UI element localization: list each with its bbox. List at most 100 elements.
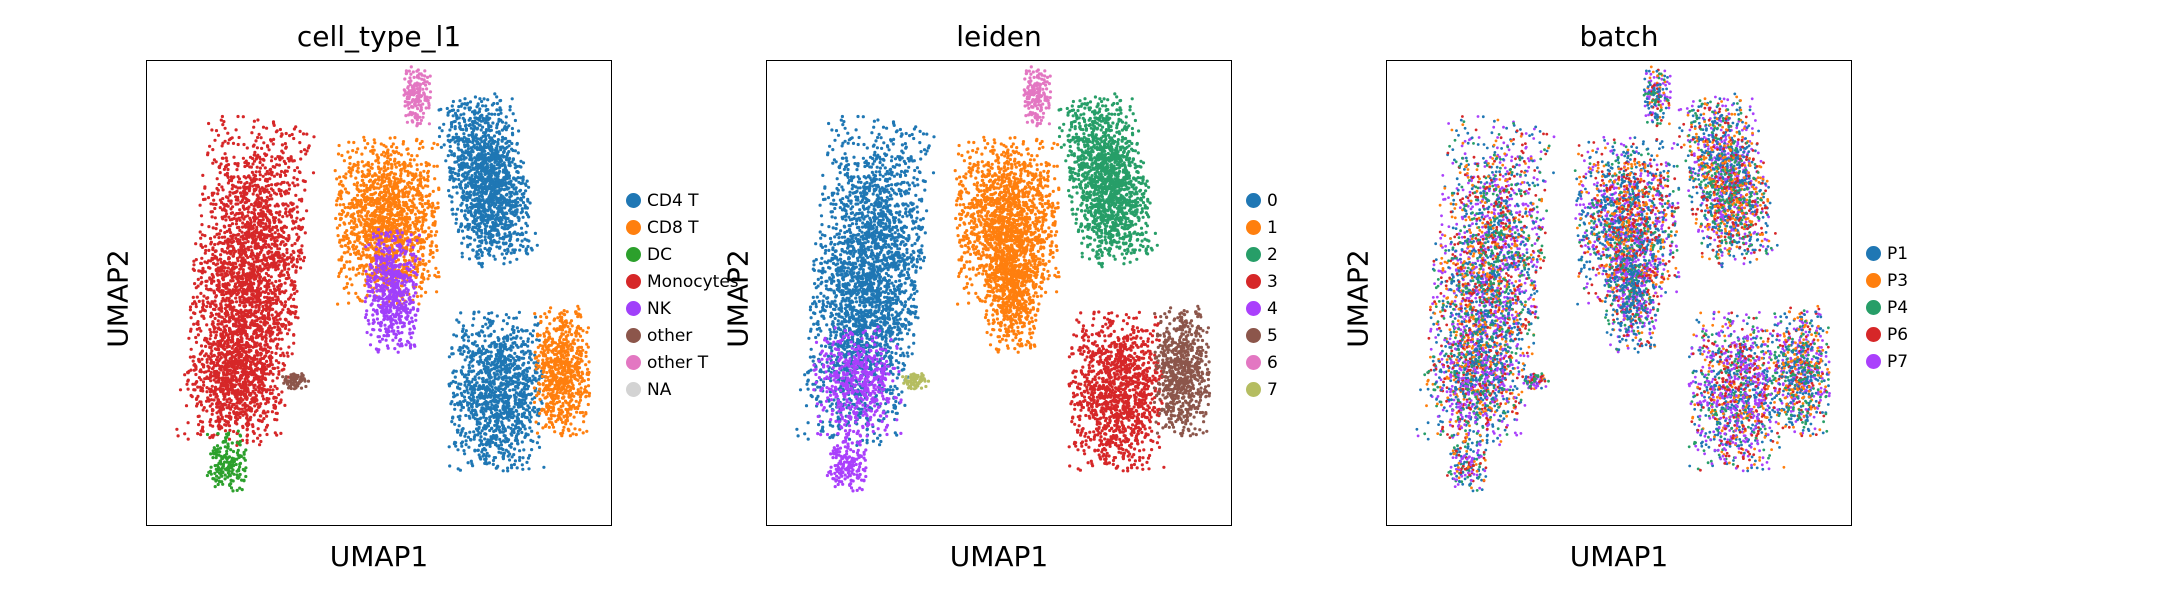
scatter-point (197, 299, 201, 303)
scatter-point (237, 216, 241, 220)
scatter-point (489, 190, 493, 194)
scatter-point (238, 303, 242, 307)
scatter-point (235, 451, 239, 455)
scatter-point (451, 99, 455, 104)
scatter-point (448, 140, 452, 144)
scatter-point (284, 242, 288, 246)
scatter-point (249, 165, 253, 169)
scatter-point (462, 157, 466, 161)
scatter-point (243, 458, 247, 462)
scatter-point (460, 209, 464, 213)
scatter-point (497, 166, 501, 170)
scatter-point (212, 433, 216, 437)
scatter-point (451, 212, 455, 216)
scatter-point (217, 165, 221, 169)
scatter-point (248, 401, 252, 405)
scatter-point (483, 172, 487, 176)
scatter-point (492, 134, 497, 138)
scatter-point (208, 393, 213, 397)
scatter-point (473, 197, 477, 201)
scatter-point (484, 240, 488, 244)
scatter-point (210, 349, 214, 353)
scatter-point (209, 472, 213, 476)
scatter-point (489, 173, 493, 177)
scatter-point (502, 262, 506, 266)
scatter-point (241, 221, 245, 225)
scatter-point (262, 188, 266, 192)
scatter-point (251, 257, 255, 261)
scatter-point (216, 405, 220, 409)
scatter-point (238, 332, 242, 336)
scatter-point (236, 344, 241, 348)
scatter-point (500, 128, 504, 132)
scatter-point (240, 230, 244, 234)
scatter-point (476, 228, 480, 232)
scatter-point (501, 135, 505, 139)
scatter-point (217, 409, 221, 413)
scatter-point (253, 329, 257, 333)
scatter-point (530, 248, 534, 252)
scatter-point (277, 163, 281, 167)
scatter-point (488, 240, 493, 244)
scatter-point (192, 388, 196, 392)
scatter-point (203, 336, 207, 340)
scatter-point (468, 242, 472, 246)
scatter-point (296, 210, 300, 214)
scatter-point (525, 179, 529, 183)
scatter-point (483, 235, 487, 239)
scatter-point (249, 282, 253, 286)
scatter-point (271, 188, 275, 192)
scatter-point (252, 413, 256, 417)
scatter-point (254, 394, 258, 398)
scatter-point (267, 251, 271, 255)
scatter-point (489, 225, 493, 229)
scatter-point (215, 222, 219, 226)
scatter-point (209, 452, 213, 456)
scatter-point (272, 259, 276, 263)
scatter-point (481, 125, 485, 129)
scatter-point (219, 162, 223, 166)
scatter-point (295, 177, 299, 181)
scatter-point (247, 277, 251, 281)
scatter-point (280, 368, 284, 372)
scatter-point (227, 178, 231, 183)
scatter-point (257, 246, 261, 250)
scatter-point (278, 317, 282, 321)
scatter-point (255, 398, 259, 402)
scatter-point (468, 123, 472, 127)
scatter-point (286, 310, 290, 314)
scatter-point (266, 364, 270, 368)
scatter-point (458, 124, 462, 128)
scatter-point (205, 261, 209, 265)
scatter-point (227, 473, 232, 477)
scatter-point (440, 129, 444, 133)
scatter-point (213, 138, 217, 142)
scatter-point (292, 341, 296, 345)
scatter-point (227, 224, 231, 228)
scatter-point (268, 300, 272, 304)
scatter-point (303, 188, 307, 192)
scatter-point (276, 182, 280, 186)
scatter-point (231, 337, 235, 341)
scatter-point (277, 218, 281, 222)
scatter-point (503, 199, 507, 203)
scatter-point (527, 185, 531, 189)
scatter-point (270, 155, 274, 159)
scatter-point (514, 186, 518, 190)
scatter-point (282, 273, 286, 277)
scatter-point (519, 198, 523, 202)
scatter-point (463, 151, 467, 155)
scatter-point (223, 204, 227, 208)
scatter-point (198, 400, 202, 404)
scatter-point (213, 391, 217, 395)
scatter-point (266, 292, 271, 296)
scatter-point (312, 135, 316, 139)
scatter-point (206, 364, 210, 368)
scatter-point (272, 403, 276, 407)
scatter-point (266, 345, 270, 349)
scatter-point (185, 382, 189, 386)
scatter-point (466, 171, 470, 175)
scatter-point (218, 171, 222, 175)
scatter-point (508, 239, 512, 243)
scatter-point (226, 281, 230, 285)
